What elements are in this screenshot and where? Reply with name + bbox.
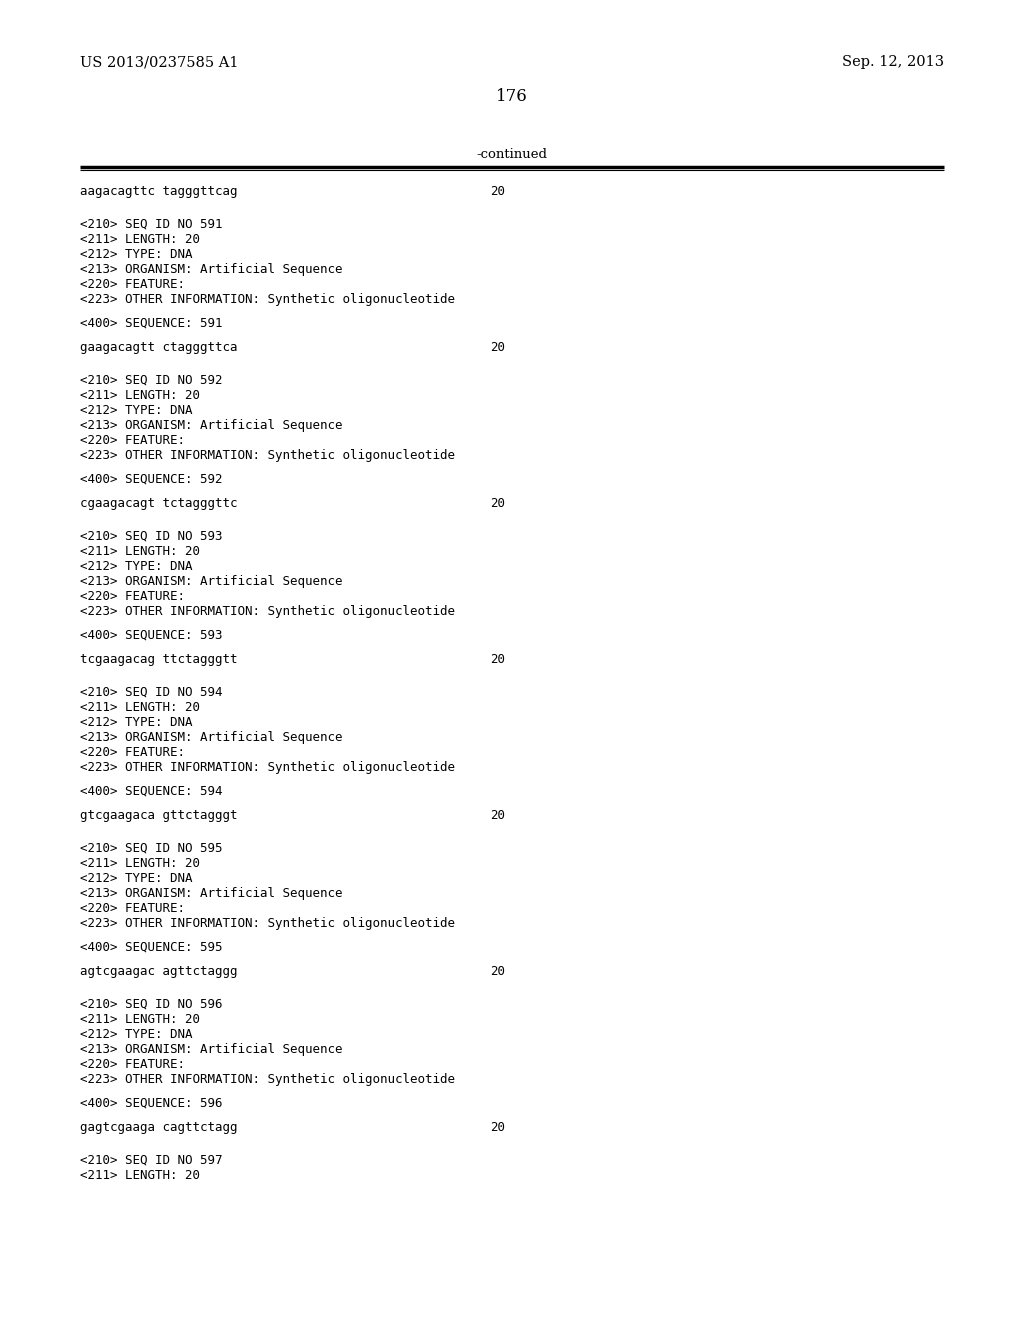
Text: <223> OTHER INFORMATION: Synthetic oligonucleotide: <223> OTHER INFORMATION: Synthetic oligo…: [80, 762, 455, 774]
Text: <220> FEATURE:: <220> FEATURE:: [80, 590, 185, 603]
Text: <211> LENGTH: 20: <211> LENGTH: 20: [80, 1012, 200, 1026]
Text: <212> TYPE: DNA: <212> TYPE: DNA: [80, 873, 193, 884]
Text: 20: 20: [490, 1121, 505, 1134]
Text: <211> LENGTH: 20: <211> LENGTH: 20: [80, 701, 200, 714]
Text: -continued: -continued: [476, 148, 548, 161]
Text: Sep. 12, 2013: Sep. 12, 2013: [842, 55, 944, 69]
Text: <210> SEQ ID NO 593: <210> SEQ ID NO 593: [80, 531, 222, 543]
Text: <400> SEQUENCE: 594: <400> SEQUENCE: 594: [80, 785, 222, 799]
Text: <212> TYPE: DNA: <212> TYPE: DNA: [80, 248, 193, 261]
Text: tcgaagacag ttctagggtt: tcgaagacag ttctagggtt: [80, 653, 238, 667]
Text: cgaagacagt tctagggttc: cgaagacagt tctagggttc: [80, 498, 238, 510]
Text: 176: 176: [496, 88, 528, 106]
Text: <220> FEATURE:: <220> FEATURE:: [80, 1059, 185, 1071]
Text: <211> LENGTH: 20: <211> LENGTH: 20: [80, 389, 200, 403]
Text: 20: 20: [490, 341, 505, 354]
Text: <213> ORGANISM: Artificial Sequence: <213> ORGANISM: Artificial Sequence: [80, 418, 342, 432]
Text: <213> ORGANISM: Artificial Sequence: <213> ORGANISM: Artificial Sequence: [80, 887, 342, 900]
Text: 20: 20: [490, 653, 505, 667]
Text: <212> TYPE: DNA: <212> TYPE: DNA: [80, 1028, 193, 1041]
Text: <400> SEQUENCE: 591: <400> SEQUENCE: 591: [80, 317, 222, 330]
Text: <210> SEQ ID NO 595: <210> SEQ ID NO 595: [80, 842, 222, 855]
Text: <220> FEATURE:: <220> FEATURE:: [80, 434, 185, 447]
Text: <220> FEATURE:: <220> FEATURE:: [80, 746, 185, 759]
Text: <213> ORGANISM: Artificial Sequence: <213> ORGANISM: Artificial Sequence: [80, 1043, 342, 1056]
Text: <223> OTHER INFORMATION: Synthetic oligonucleotide: <223> OTHER INFORMATION: Synthetic oligo…: [80, 1073, 455, 1086]
Text: <400> SEQUENCE: 596: <400> SEQUENCE: 596: [80, 1097, 222, 1110]
Text: <400> SEQUENCE: 592: <400> SEQUENCE: 592: [80, 473, 222, 486]
Text: <211> LENGTH: 20: <211> LENGTH: 20: [80, 1170, 200, 1181]
Text: 20: 20: [490, 498, 505, 510]
Text: <400> SEQUENCE: 595: <400> SEQUENCE: 595: [80, 941, 222, 954]
Text: 20: 20: [490, 965, 505, 978]
Text: 20: 20: [490, 809, 505, 822]
Text: <223> OTHER INFORMATION: Synthetic oligonucleotide: <223> OTHER INFORMATION: Synthetic oligo…: [80, 449, 455, 462]
Text: <211> LENGTH: 20: <211> LENGTH: 20: [80, 234, 200, 246]
Text: 20: 20: [490, 185, 505, 198]
Text: <213> ORGANISM: Artificial Sequence: <213> ORGANISM: Artificial Sequence: [80, 731, 342, 744]
Text: gagtcgaaga cagttctagg: gagtcgaaga cagttctagg: [80, 1121, 238, 1134]
Text: <223> OTHER INFORMATION: Synthetic oligonucleotide: <223> OTHER INFORMATION: Synthetic oligo…: [80, 605, 455, 618]
Text: <211> LENGTH: 20: <211> LENGTH: 20: [80, 857, 200, 870]
Text: <211> LENGTH: 20: <211> LENGTH: 20: [80, 545, 200, 558]
Text: gtcgaagaca gttctagggt: gtcgaagaca gttctagggt: [80, 809, 238, 822]
Text: <220> FEATURE:: <220> FEATURE:: [80, 279, 185, 290]
Text: gaagacagtt ctagggttca: gaagacagtt ctagggttca: [80, 341, 238, 354]
Text: <210> SEQ ID NO 592: <210> SEQ ID NO 592: [80, 374, 222, 387]
Text: <212> TYPE: DNA: <212> TYPE: DNA: [80, 560, 193, 573]
Text: <212> TYPE: DNA: <212> TYPE: DNA: [80, 404, 193, 417]
Text: agtcgaagac agttctaggg: agtcgaagac agttctaggg: [80, 965, 238, 978]
Text: <223> OTHER INFORMATION: Synthetic oligonucleotide: <223> OTHER INFORMATION: Synthetic oligo…: [80, 293, 455, 306]
Text: <213> ORGANISM: Artificial Sequence: <213> ORGANISM: Artificial Sequence: [80, 263, 342, 276]
Text: <212> TYPE: DNA: <212> TYPE: DNA: [80, 715, 193, 729]
Text: <210> SEQ ID NO 597: <210> SEQ ID NO 597: [80, 1154, 222, 1167]
Text: <213> ORGANISM: Artificial Sequence: <213> ORGANISM: Artificial Sequence: [80, 576, 342, 587]
Text: <210> SEQ ID NO 594: <210> SEQ ID NO 594: [80, 686, 222, 700]
Text: <210> SEQ ID NO 596: <210> SEQ ID NO 596: [80, 998, 222, 1011]
Text: <223> OTHER INFORMATION: Synthetic oligonucleotide: <223> OTHER INFORMATION: Synthetic oligo…: [80, 917, 455, 931]
Text: aagacagttc tagggttcag: aagacagttc tagggttcag: [80, 185, 238, 198]
Text: <220> FEATURE:: <220> FEATURE:: [80, 902, 185, 915]
Text: <400> SEQUENCE: 593: <400> SEQUENCE: 593: [80, 630, 222, 642]
Text: <210> SEQ ID NO 591: <210> SEQ ID NO 591: [80, 218, 222, 231]
Text: US 2013/0237585 A1: US 2013/0237585 A1: [80, 55, 239, 69]
